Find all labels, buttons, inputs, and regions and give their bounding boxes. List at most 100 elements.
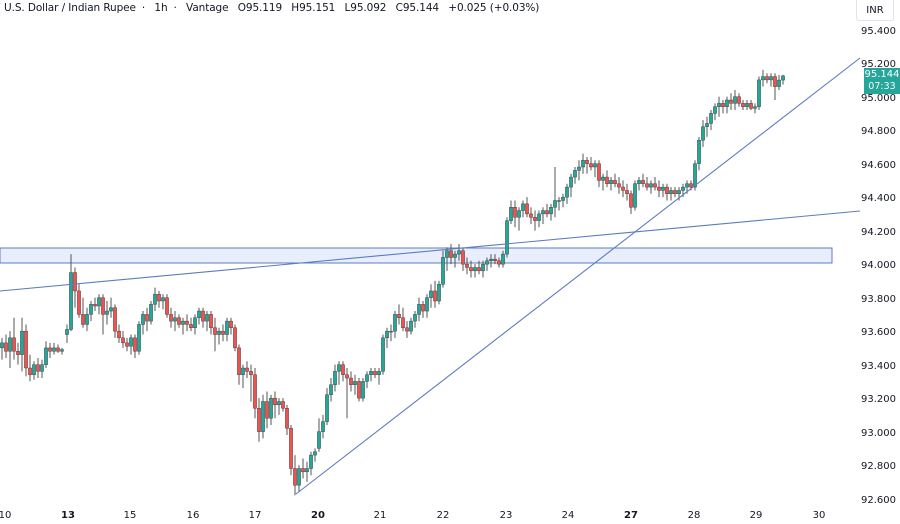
- bullish-candle: [441, 257, 445, 285]
- bullish-candle: [669, 190, 673, 194]
- resistance-zone[interactable]: [0, 247, 833, 264]
- bullish-candle: [269, 397, 273, 419]
- date-tick-label: 10: [0, 510, 12, 521]
- bullish-candle: [489, 258, 493, 261]
- price-tick-label: 94.600: [861, 160, 896, 171]
- bullish-candle: [553, 200, 557, 208]
- date-tick-label: 21: [373, 510, 387, 521]
- bullish-candle: [181, 320, 185, 325]
- bearish-candle: [605, 176, 609, 184]
- bearish-candle: [165, 297, 169, 315]
- bullish-candle: [709, 113, 713, 124]
- bearish-candle: [617, 183, 621, 188]
- bullish-candle: [85, 314, 89, 325]
- price-tick-label: 94.800: [861, 126, 896, 137]
- bullish-candle: [561, 196, 565, 201]
- bullish-candle: [197, 310, 201, 318]
- bullish-candle: [593, 163, 597, 168]
- resistance-zone-rect[interactable]: [0, 247, 833, 264]
- bearish-candle: [249, 371, 253, 375]
- bearish-candle: [213, 327, 217, 335]
- bullish-candle: [509, 206, 513, 221]
- bearish-candle: [665, 186, 669, 195]
- bullish-candle: [261, 401, 265, 432]
- bullish-candle: [781, 75, 785, 81]
- last-price-tag: 95.144 07:33: [864, 68, 900, 94]
- symbol-name[interactable]: U.S. Dollar / Indian Rupee: [4, 2, 136, 14]
- trendlines[interactable]: [0, 57, 861, 495]
- bullish-candle: [393, 314, 397, 332]
- bullish-candle: [173, 317, 177, 322]
- bullish-candle: [565, 186, 569, 198]
- bullish-candle: [69, 272, 73, 330]
- bullish-candle: [137, 324, 141, 352]
- bearish-candle: [721, 103, 725, 107]
- bullish-candle: [457, 250, 461, 255]
- bullish-candle: [297, 468, 301, 486]
- bearish-candle: [641, 180, 645, 184]
- bearish-candle: [545, 210, 549, 215]
- bearish-candle: [493, 258, 497, 261]
- bullish-candle: [65, 329, 69, 335]
- price-tick-label: 93.000: [861, 428, 896, 439]
- bearish-candle: [397, 314, 401, 318]
- bearish-candle: [373, 371, 377, 375]
- bullish-candle: [505, 220, 509, 255]
- bearish-candle: [525, 203, 529, 215]
- bearish-candle: [401, 317, 405, 329]
- bullish-candle: [437, 284, 441, 302]
- bullish-candle: [501, 253, 505, 265]
- bullish-candle: [389, 330, 393, 333]
- bearish-candle: [301, 468, 305, 473]
- bullish-candle: [429, 290, 433, 298]
- bullish-candle: [777, 79, 781, 87]
- bullish-candle: [485, 260, 489, 265]
- bearish-candle: [293, 468, 297, 486]
- source-label: Vantage: [186, 2, 229, 14]
- bullish-candle: [193, 317, 197, 329]
- low-value: L95.092: [344, 2, 387, 14]
- bullish-candle: [413, 314, 417, 322]
- interval-label: 1h: [154, 2, 168, 14]
- bearish-candle: [597, 163, 601, 181]
- bearish-candle: [121, 337, 125, 344]
- last-price: 95.144: [864, 69, 900, 80]
- currency-button[interactable]: INR: [856, 0, 894, 21]
- bearish-candle: [117, 330, 121, 339]
- bullish-candle: [161, 297, 165, 302]
- bearish-candle: [349, 377, 353, 385]
- upper-trendline[interactable]: [0, 210, 861, 292]
- bearish-candle: [265, 401, 269, 419]
- bearish-candle: [621, 186, 625, 191]
- bullish-candle: [557, 200, 561, 202]
- bullish-candle: [60, 349, 64, 352]
- bearish-candle: [449, 250, 453, 258]
- bullish-candle: [693, 163, 697, 188]
- bullish-candle: [20, 330, 24, 355]
- bullish-candle: [337, 364, 341, 372]
- bullish-candle: [697, 139, 701, 164]
- bullish-candle: [701, 126, 705, 141]
- bearish-candle: [73, 272, 77, 292]
- bearish-candle: [645, 183, 649, 188]
- rising-support-trendline[interactable]: [295, 57, 861, 495]
- bearish-candle: [245, 367, 249, 372]
- bearish-candle: [433, 290, 437, 302]
- bullish-candle: [205, 314, 209, 322]
- bullish-candle: [601, 176, 605, 181]
- bearish-candle: [357, 381, 361, 399]
- candlestick-series: [0, 69, 785, 496]
- bullish-candle: [32, 364, 36, 375]
- price-tick-label: 95.000: [861, 93, 896, 104]
- bearish-candle: [81, 314, 85, 325]
- bearish-candle: [24, 330, 28, 369]
- bearish-candle: [653, 183, 657, 188]
- bearish-candle: [465, 263, 469, 268]
- bullish-candle: [325, 394, 329, 422]
- bullish-candle: [109, 307, 113, 312]
- bullish-candle: [637, 180, 641, 184]
- bearish-candle: [497, 260, 501, 265]
- bearish-candle: [469, 267, 473, 272]
- bearish-candle: [36, 364, 40, 372]
